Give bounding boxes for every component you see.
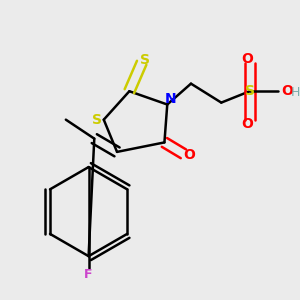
Text: O: O <box>241 52 253 65</box>
Text: H: H <box>291 86 300 99</box>
Text: S: S <box>140 53 149 67</box>
Text: S: S <box>92 113 102 127</box>
Text: S: S <box>245 84 255 98</box>
Text: F: F <box>84 268 93 281</box>
Text: N: N <box>164 92 176 106</box>
Text: O: O <box>183 148 195 162</box>
Text: O: O <box>281 84 293 98</box>
Text: O: O <box>241 117 253 131</box>
